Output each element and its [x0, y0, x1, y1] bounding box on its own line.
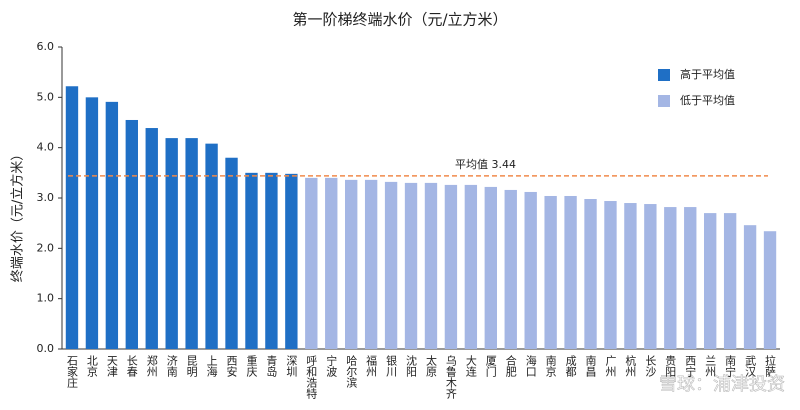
- bar: [85, 97, 99, 349]
- bar: [145, 128, 158, 349]
- bar: [125, 119, 138, 349]
- x-tick-label: 兰州: [704, 355, 717, 377]
- x-tick-label: 成都: [564, 355, 577, 377]
- x-tick-label: 长沙: [644, 355, 657, 377]
- legend-swatch: [658, 95, 670, 107]
- x-tick-label: 宁波: [325, 354, 338, 378]
- x-tick-label: 长春: [125, 355, 138, 378]
- bar: [704, 213, 717, 349]
- average-label: 平均值 3.44: [455, 158, 516, 171]
- x-tick-label: 杭州: [624, 354, 637, 377]
- bar: [105, 101, 119, 349]
- y-axis-label: 终端水价（元/立方米）: [10, 148, 26, 282]
- bar: [424, 182, 438, 349]
- bar: [723, 213, 737, 349]
- x-tick-label: 哈尔滨: [345, 355, 358, 389]
- bar: [444, 184, 458, 349]
- bar: [763, 231, 777, 349]
- bar: [285, 173, 298, 349]
- x-tick-label: 西宁: [684, 355, 697, 377]
- x-tick-label: 西安: [225, 355, 238, 378]
- bar: [524, 191, 537, 349]
- y-tick-label: 3.0: [37, 191, 55, 204]
- bar: [504, 189, 517, 349]
- x-tick-label: 上海: [205, 355, 218, 378]
- bar: [684, 207, 697, 349]
- y-tick-label: 0.0: [37, 342, 55, 355]
- bar: [345, 179, 358, 349]
- bar: [364, 179, 378, 349]
- x-tick-label: 天津: [105, 355, 118, 377]
- bar: [225, 157, 238, 349]
- x-tick-label: 重庆: [245, 354, 258, 378]
- bar: [464, 184, 478, 349]
- x-tick-label: 深圳: [285, 355, 298, 377]
- x-tick-label: 贵阳: [664, 355, 677, 377]
- x-tick-label: 厦门: [484, 355, 497, 378]
- x-tick-label: 南昌: [584, 355, 597, 378]
- bar: [584, 199, 597, 349]
- x-tick-label: 乌鲁木齐: [444, 354, 457, 400]
- x-tick-label: 南京: [544, 355, 557, 378]
- x-tick-label: 石家庄: [65, 355, 78, 389]
- x-tick-label: 青岛: [265, 355, 278, 378]
- bar: [384, 181, 398, 349]
- x-tick-label: 武汉: [744, 355, 757, 378]
- bar: [165, 138, 178, 349]
- y-tick-label: 2.0: [37, 241, 55, 254]
- x-tick-label: 合肥: [504, 354, 517, 377]
- y-tick-label: 1.0: [37, 292, 55, 305]
- bar: [604, 201, 617, 349]
- x-tick-label: 福州: [365, 354, 378, 377]
- bar: [664, 207, 677, 349]
- x-tick-label: 呼和浩特: [305, 355, 318, 399]
- chart-title: 第一阶梯终端水价（元/立方米）: [292, 11, 507, 29]
- x-tick-label: 北京: [85, 355, 98, 378]
- legend-label: 高于平均值: [680, 67, 735, 81]
- bar: [325, 177, 338, 349]
- watermark: 雪球：浦津投资: [659, 374, 785, 395]
- bar: [564, 195, 577, 349]
- bar: [484, 186, 497, 349]
- bar: [404, 182, 418, 349]
- x-tick-label: 海口: [524, 354, 537, 377]
- x-tick-label: 沈阳: [405, 354, 418, 377]
- bar: [245, 172, 258, 349]
- x-tick-label: 银川: [385, 354, 398, 377]
- y-tick-label: 5.0: [37, 90, 55, 103]
- x-tick-label: 太原: [424, 355, 437, 377]
- bar: [305, 177, 318, 349]
- x-tick-label: 拉萨: [764, 354, 777, 378]
- x-tick-label: 济南: [165, 354, 178, 377]
- bar: [743, 225, 757, 349]
- bar: [205, 143, 218, 349]
- x-tick-label: 广州: [604, 355, 617, 377]
- legend-label: 低于平均值: [680, 94, 735, 107]
- bar: [544, 195, 557, 349]
- y-tick-label: 4.0: [37, 141, 55, 154]
- x-tick-label: 昆明: [185, 355, 198, 378]
- bar: [644, 204, 657, 349]
- bar: [624, 203, 637, 349]
- bar: [265, 172, 278, 349]
- bar: [185, 138, 198, 349]
- legend-swatch: [658, 69, 670, 81]
- x-tick-label: 南宁: [724, 355, 737, 377]
- x-tick-label: 郑州: [145, 354, 158, 377]
- y-tick-label: 6.0: [37, 40, 55, 53]
- x-tick-label: 大连: [464, 354, 477, 377]
- bar: [65, 86, 79, 349]
